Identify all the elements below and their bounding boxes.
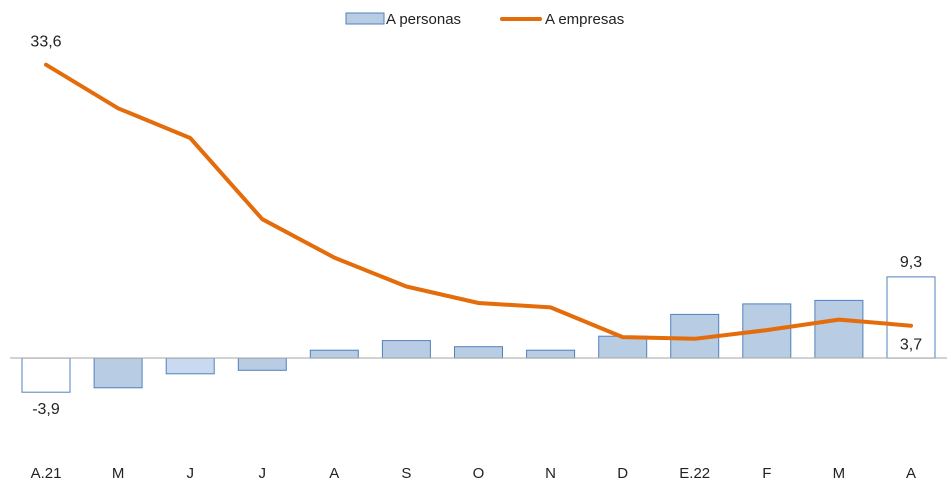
x-tick-label-2: J — [186, 465, 194, 482]
x-tick-label-9: E.22 — [679, 465, 710, 482]
bar-0 — [21, 357, 71, 393]
x-tick-label-1: M — [112, 465, 125, 482]
legend-label-a-empresas: A empresas — [545, 11, 624, 28]
bar-3 — [237, 357, 287, 371]
x-tick-label-6: O — [473, 465, 485, 482]
x-tick-label-12: A — [906, 465, 916, 482]
bar-5 — [381, 340, 431, 359]
x-tick-label-5: S — [401, 465, 411, 482]
bar-7 — [526, 349, 576, 359]
x-tick-label-0: A.21 — [31, 465, 62, 482]
x-tick-label-11: M — [833, 465, 846, 482]
data-label-0: -3,9 — [32, 401, 60, 418]
bar-12 — [886, 276, 936, 359]
line-series-a-empresas — [44, 62, 913, 341]
legend-label-a-personas: A personas — [386, 11, 461, 28]
data-labels: -3,9 33,6 9,3 3,7 — [30, 34, 922, 418]
bar-6 — [454, 346, 503, 359]
x-tick-label-3: J — [259, 465, 267, 482]
bar-2 — [165, 357, 215, 375]
data-label-3: 3,7 — [900, 337, 922, 354]
bar-4 — [309, 349, 359, 359]
x-tick-label-7: N — [545, 465, 556, 482]
x-tick-label-8: D — [617, 465, 628, 482]
line-a-empresas — [44, 62, 913, 341]
data-label-1: 33,6 — [30, 34, 61, 51]
x-tick-label-10: F — [762, 465, 771, 482]
data-label-2: 9,3 — [900, 254, 922, 271]
bar-11 — [814, 299, 864, 359]
bar-1 — [93, 357, 143, 389]
bar-series-a-personas — [21, 276, 936, 393]
legend: A personas A empresas — [345, 11, 624, 28]
legend-swatch-a-personas — [345, 12, 385, 25]
x-tick-label-4: A — [329, 465, 339, 482]
x-axis-tick-labels: A.21 M J J A S O N D E.22 F M A — [31, 465, 916, 482]
